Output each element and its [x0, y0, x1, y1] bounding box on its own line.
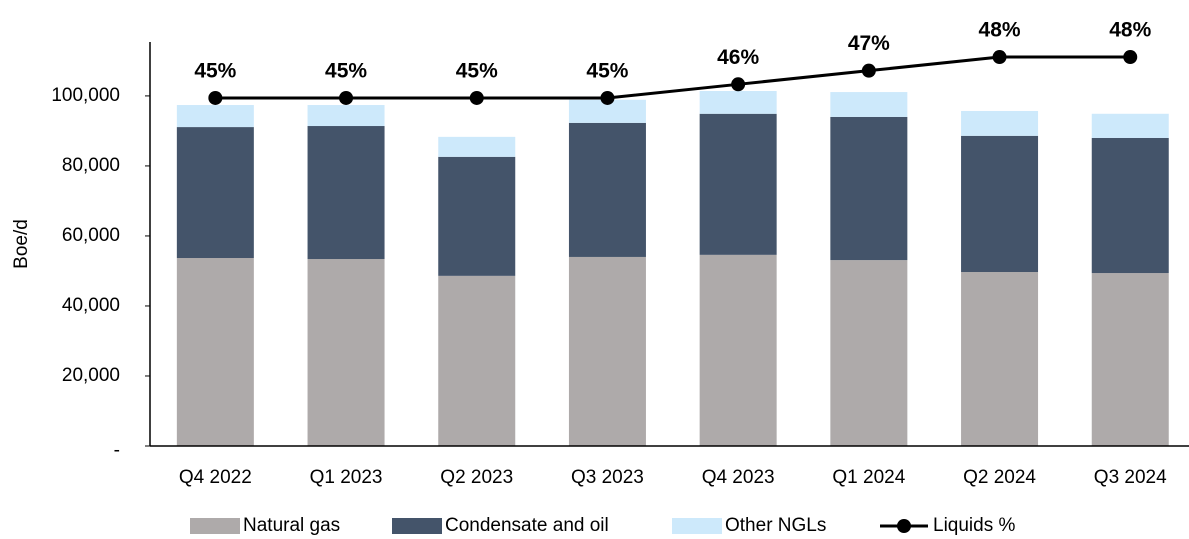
x-tick-label: Q1 2023 [310, 467, 383, 488]
bar-segment [961, 110, 1039, 136]
bar-segment [699, 91, 777, 114]
line-point [992, 50, 1007, 65]
x-tick-label: Q3 2023 [571, 467, 644, 488]
data-label: 47% [848, 32, 890, 55]
bar-segment [1091, 113, 1169, 138]
line-point [1123, 50, 1138, 65]
y-tick-label: - [114, 440, 120, 461]
legend-marker [897, 519, 911, 533]
legend-label: Liquids % [933, 515, 1015, 536]
bar-segment [830, 92, 908, 117]
bar-segment [568, 122, 646, 257]
bar-segment [438, 275, 516, 446]
line-point [861, 63, 876, 78]
data-label: 48% [979, 19, 1021, 42]
x-tick-label: Q4 2022 [179, 467, 252, 488]
bar-segment [961, 135, 1039, 273]
y-axis-label: Boe/d [11, 219, 32, 269]
legend-label: Natural gas [243, 515, 340, 536]
y-tick-label: 40,000 [62, 295, 120, 316]
line-point [600, 90, 615, 105]
x-tick-label: Q2 2023 [440, 467, 513, 488]
data-label: 45% [456, 60, 498, 83]
bar-segment [830, 260, 908, 446]
bar-segment [438, 136, 516, 157]
bar-segment [176, 258, 254, 446]
y-tick-label: 100,000 [51, 85, 120, 106]
data-label: 45% [325, 60, 367, 83]
bar-segment [961, 272, 1039, 446]
bar-segment [438, 156, 516, 276]
bar-segment [699, 254, 777, 446]
data-label: 45% [586, 60, 628, 83]
legend-label: Other NGLs [725, 515, 826, 536]
legend-swatch [190, 518, 240, 534]
bar-segment [176, 105, 254, 128]
bar-segment [699, 113, 777, 255]
x-tick-label: Q1 2024 [832, 467, 905, 488]
x-tick-label: Q3 2024 [1094, 467, 1167, 488]
line-point [339, 90, 354, 105]
data-label: 48% [1109, 19, 1151, 42]
legend-label: Condensate and oil [445, 515, 609, 536]
bar-segment [307, 105, 385, 127]
x-tick-label: Q4 2023 [702, 467, 775, 488]
bar-segment [307, 259, 385, 446]
data-label: 45% [194, 60, 236, 83]
bar-segment [1091, 273, 1169, 446]
y-tick-label: 80,000 [62, 155, 120, 176]
legend-swatch [392, 518, 442, 534]
bar-segment [568, 99, 646, 123]
legend-swatch [672, 518, 722, 534]
bar-segment [830, 116, 908, 261]
x-tick-label: Q2 2024 [963, 467, 1036, 488]
line-point [731, 77, 746, 92]
line-point [208, 90, 223, 105]
bar-segment [1091, 137, 1169, 274]
y-tick-label: 20,000 [62, 365, 120, 386]
data-label: 46% [717, 46, 759, 69]
bar-segment [176, 127, 254, 259]
bar-segment [307, 126, 385, 260]
bar-segment [568, 256, 646, 446]
y-tick-label: 60,000 [62, 225, 120, 246]
line-point [469, 90, 484, 105]
line [215, 55, 1131, 100]
